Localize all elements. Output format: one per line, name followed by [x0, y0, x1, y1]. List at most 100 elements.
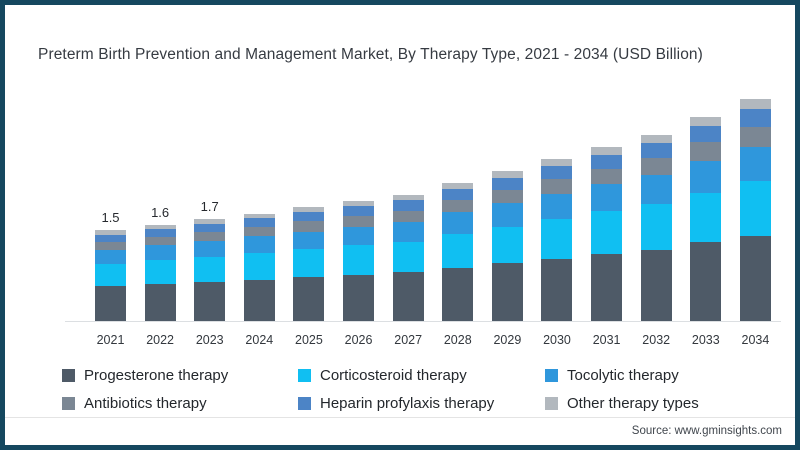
segment-corticosteroid-therapy-2021 — [95, 264, 126, 287]
segment-progesterone-therapy-2030 — [541, 258, 573, 321]
segment-antibiotics-therapy-2024 — [243, 226, 275, 237]
segment-tocolytic-therapy-2027 — [392, 222, 424, 242]
segment-corticosteroid-therapy-2029 — [491, 226, 523, 264]
segment-tocolytic-therapy-2028 — [442, 212, 474, 235]
segment-other-therapy-types-2024 — [243, 213, 275, 219]
value-label-2021: 1.5 — [101, 210, 120, 226]
legend-column-1: Progesterone therapy Antibiotics therapy — [62, 366, 298, 412]
x-axis-label-2024: 2024 — [245, 333, 274, 347]
x-axis-label-2028: 2028 — [443, 333, 472, 347]
bar-stack-2034 — [739, 99, 771, 321]
bar-stack-2023 — [194, 219, 226, 321]
bar-2025: 2025 — [293, 90, 325, 347]
segment-corticosteroid-therapy-2022 — [144, 260, 176, 284]
bar-stack-2026 — [343, 201, 375, 321]
segment-tocolytic-therapy-2031 — [591, 184, 623, 212]
bar-stack-2033 — [690, 117, 722, 321]
legend-label-other-therapy-types: Other therapy types — [567, 394, 699, 412]
bar-2024: 2024 — [243, 90, 275, 347]
segment-progesterone-therapy-2025 — [293, 277, 325, 321]
segment-other-therapy-types-2022 — [144, 225, 176, 230]
segment-heparin-profylaxis-therapy-2022 — [144, 229, 176, 238]
legend-label-tocolytic-therapy: Tocolytic therapy — [567, 366, 679, 384]
segment-corticosteroid-therapy-2028 — [442, 234, 474, 268]
segment-heparin-profylaxis-therapy-2023 — [194, 223, 226, 233]
x-axis-label-2034: 2034 — [741, 333, 770, 347]
segment-progesterone-therapy-2033 — [690, 242, 722, 321]
bar-2030: 2030 — [541, 90, 573, 347]
segment-progesterone-therapy-2023 — [194, 282, 226, 321]
segment-heparin-profylaxis-therapy-2030 — [541, 166, 573, 180]
segment-tocolytic-therapy-2023 — [194, 241, 226, 257]
bar-stack-2024 — [243, 213, 275, 321]
x-axis-label-2033: 2033 — [691, 333, 720, 347]
segment-corticosteroid-therapy-2030 — [541, 219, 573, 259]
bar-2027: 2027 — [392, 90, 424, 347]
x-axis-label-2029: 2029 — [493, 333, 522, 347]
segment-other-therapy-types-2034 — [739, 99, 771, 110]
bar-2022: 1.6 2022 — [144, 90, 176, 347]
segment-antibiotics-therapy-2021 — [95, 241, 126, 251]
segment-tocolytic-therapy-2032 — [640, 175, 672, 205]
x-axis-label-2023: 2023 — [195, 333, 224, 347]
legend-label-corticosteroid-therapy: Corticosteroid therapy — [320, 366, 467, 384]
segment-progesterone-therapy-2022 — [144, 283, 176, 321]
legend-label-antibiotics-therapy: Antibiotics therapy — [84, 394, 207, 412]
legend-swatch-antibiotics-therapy — [62, 396, 75, 410]
legend-swatch-tocolytic-therapy — [545, 368, 558, 382]
segment-other-therapy-types-2029 — [491, 171, 523, 178]
segment-heparin-profylaxis-therapy-2028 — [442, 189, 474, 200]
x-axis-label-2027: 2027 — [394, 333, 423, 347]
segment-corticosteroid-therapy-2027 — [392, 241, 424, 273]
bars-container: 1.5 2021 1.6 2022 1.7 2023 2024 2025 2026 2027 202… — [95, 90, 771, 347]
bar-2032: 2032 — [640, 90, 672, 347]
segment-antibiotics-therapy-2033 — [690, 142, 722, 161]
segment-progesterone-therapy-2028 — [442, 267, 474, 321]
segment-corticosteroid-therapy-2034 — [739, 181, 771, 236]
footer-divider — [5, 417, 795, 418]
bar-stack-2025 — [293, 207, 325, 321]
segment-other-therapy-types-2021 — [95, 230, 126, 235]
segment-corticosteroid-therapy-2026 — [343, 245, 375, 275]
segment-heparin-profylaxis-therapy-2034 — [739, 109, 771, 128]
segment-heparin-profylaxis-therapy-2024 — [243, 218, 275, 227]
segment-antibiotics-therapy-2031 — [591, 168, 623, 185]
segment-tocolytic-therapy-2033 — [690, 160, 722, 193]
segment-antibiotics-therapy-2023 — [194, 232, 226, 242]
segment-heparin-profylaxis-therapy-2026 — [343, 206, 375, 217]
segment-other-therapy-types-2030 — [541, 159, 573, 167]
segment-progesterone-therapy-2032 — [640, 249, 672, 321]
segment-antibiotics-therapy-2034 — [739, 127, 771, 148]
legend-column-3: Tocolytic therapy Other therapy types — [545, 366, 699, 412]
x-axis-label-2030: 2030 — [543, 333, 571, 347]
chart-title: Preterm Birth Prevention and Management … — [38, 46, 703, 63]
segment-tocolytic-therapy-2024 — [243, 236, 275, 254]
segment-heparin-profylaxis-therapy-2021 — [95, 234, 126, 242]
segment-corticosteroid-therapy-2032 — [640, 204, 672, 250]
segment-heparin-profylaxis-therapy-2032 — [640, 143, 672, 159]
bar-stack-2021 — [95, 230, 126, 321]
source-text: Source: www.gminsights.com — [631, 425, 782, 437]
legend-label-heparin-profylaxis-therapy: Heparin profylaxis therapy — [320, 394, 495, 412]
segment-other-therapy-types-2032 — [640, 135, 672, 144]
segment-progesterone-therapy-2031 — [591, 253, 623, 321]
segment-progesterone-therapy-2027 — [392, 272, 424, 321]
legend: Progesterone therapy Antibiotics therapy C… — [62, 366, 699, 412]
segment-tocolytic-therapy-2030 — [541, 193, 573, 220]
segment-tocolytic-therapy-2034 — [739, 147, 771, 182]
segment-other-therapy-types-2031 — [591, 147, 623, 155]
segment-other-therapy-types-2025 — [293, 207, 325, 213]
segment-other-therapy-types-2033 — [690, 117, 722, 127]
bar-2031: 2031 — [591, 90, 623, 347]
segment-antibiotics-therapy-2029 — [491, 189, 523, 204]
legend-item-tocolytic-therapy: Tocolytic therapy — [545, 366, 699, 384]
bar-2034: 2034 — [739, 90, 771, 347]
segment-heparin-profylaxis-therapy-2025 — [293, 212, 325, 222]
segment-corticosteroid-therapy-2033 — [690, 192, 722, 243]
bar-2023: 1.7 2023 — [194, 90, 226, 347]
segment-progesterone-therapy-2024 — [243, 279, 275, 321]
legend-column-2: Corticosteroid therapy Heparin profylaxis… — [298, 366, 545, 412]
segment-corticosteroid-therapy-2025 — [293, 249, 325, 278]
legend-swatch-other-therapy-types — [545, 396, 558, 410]
